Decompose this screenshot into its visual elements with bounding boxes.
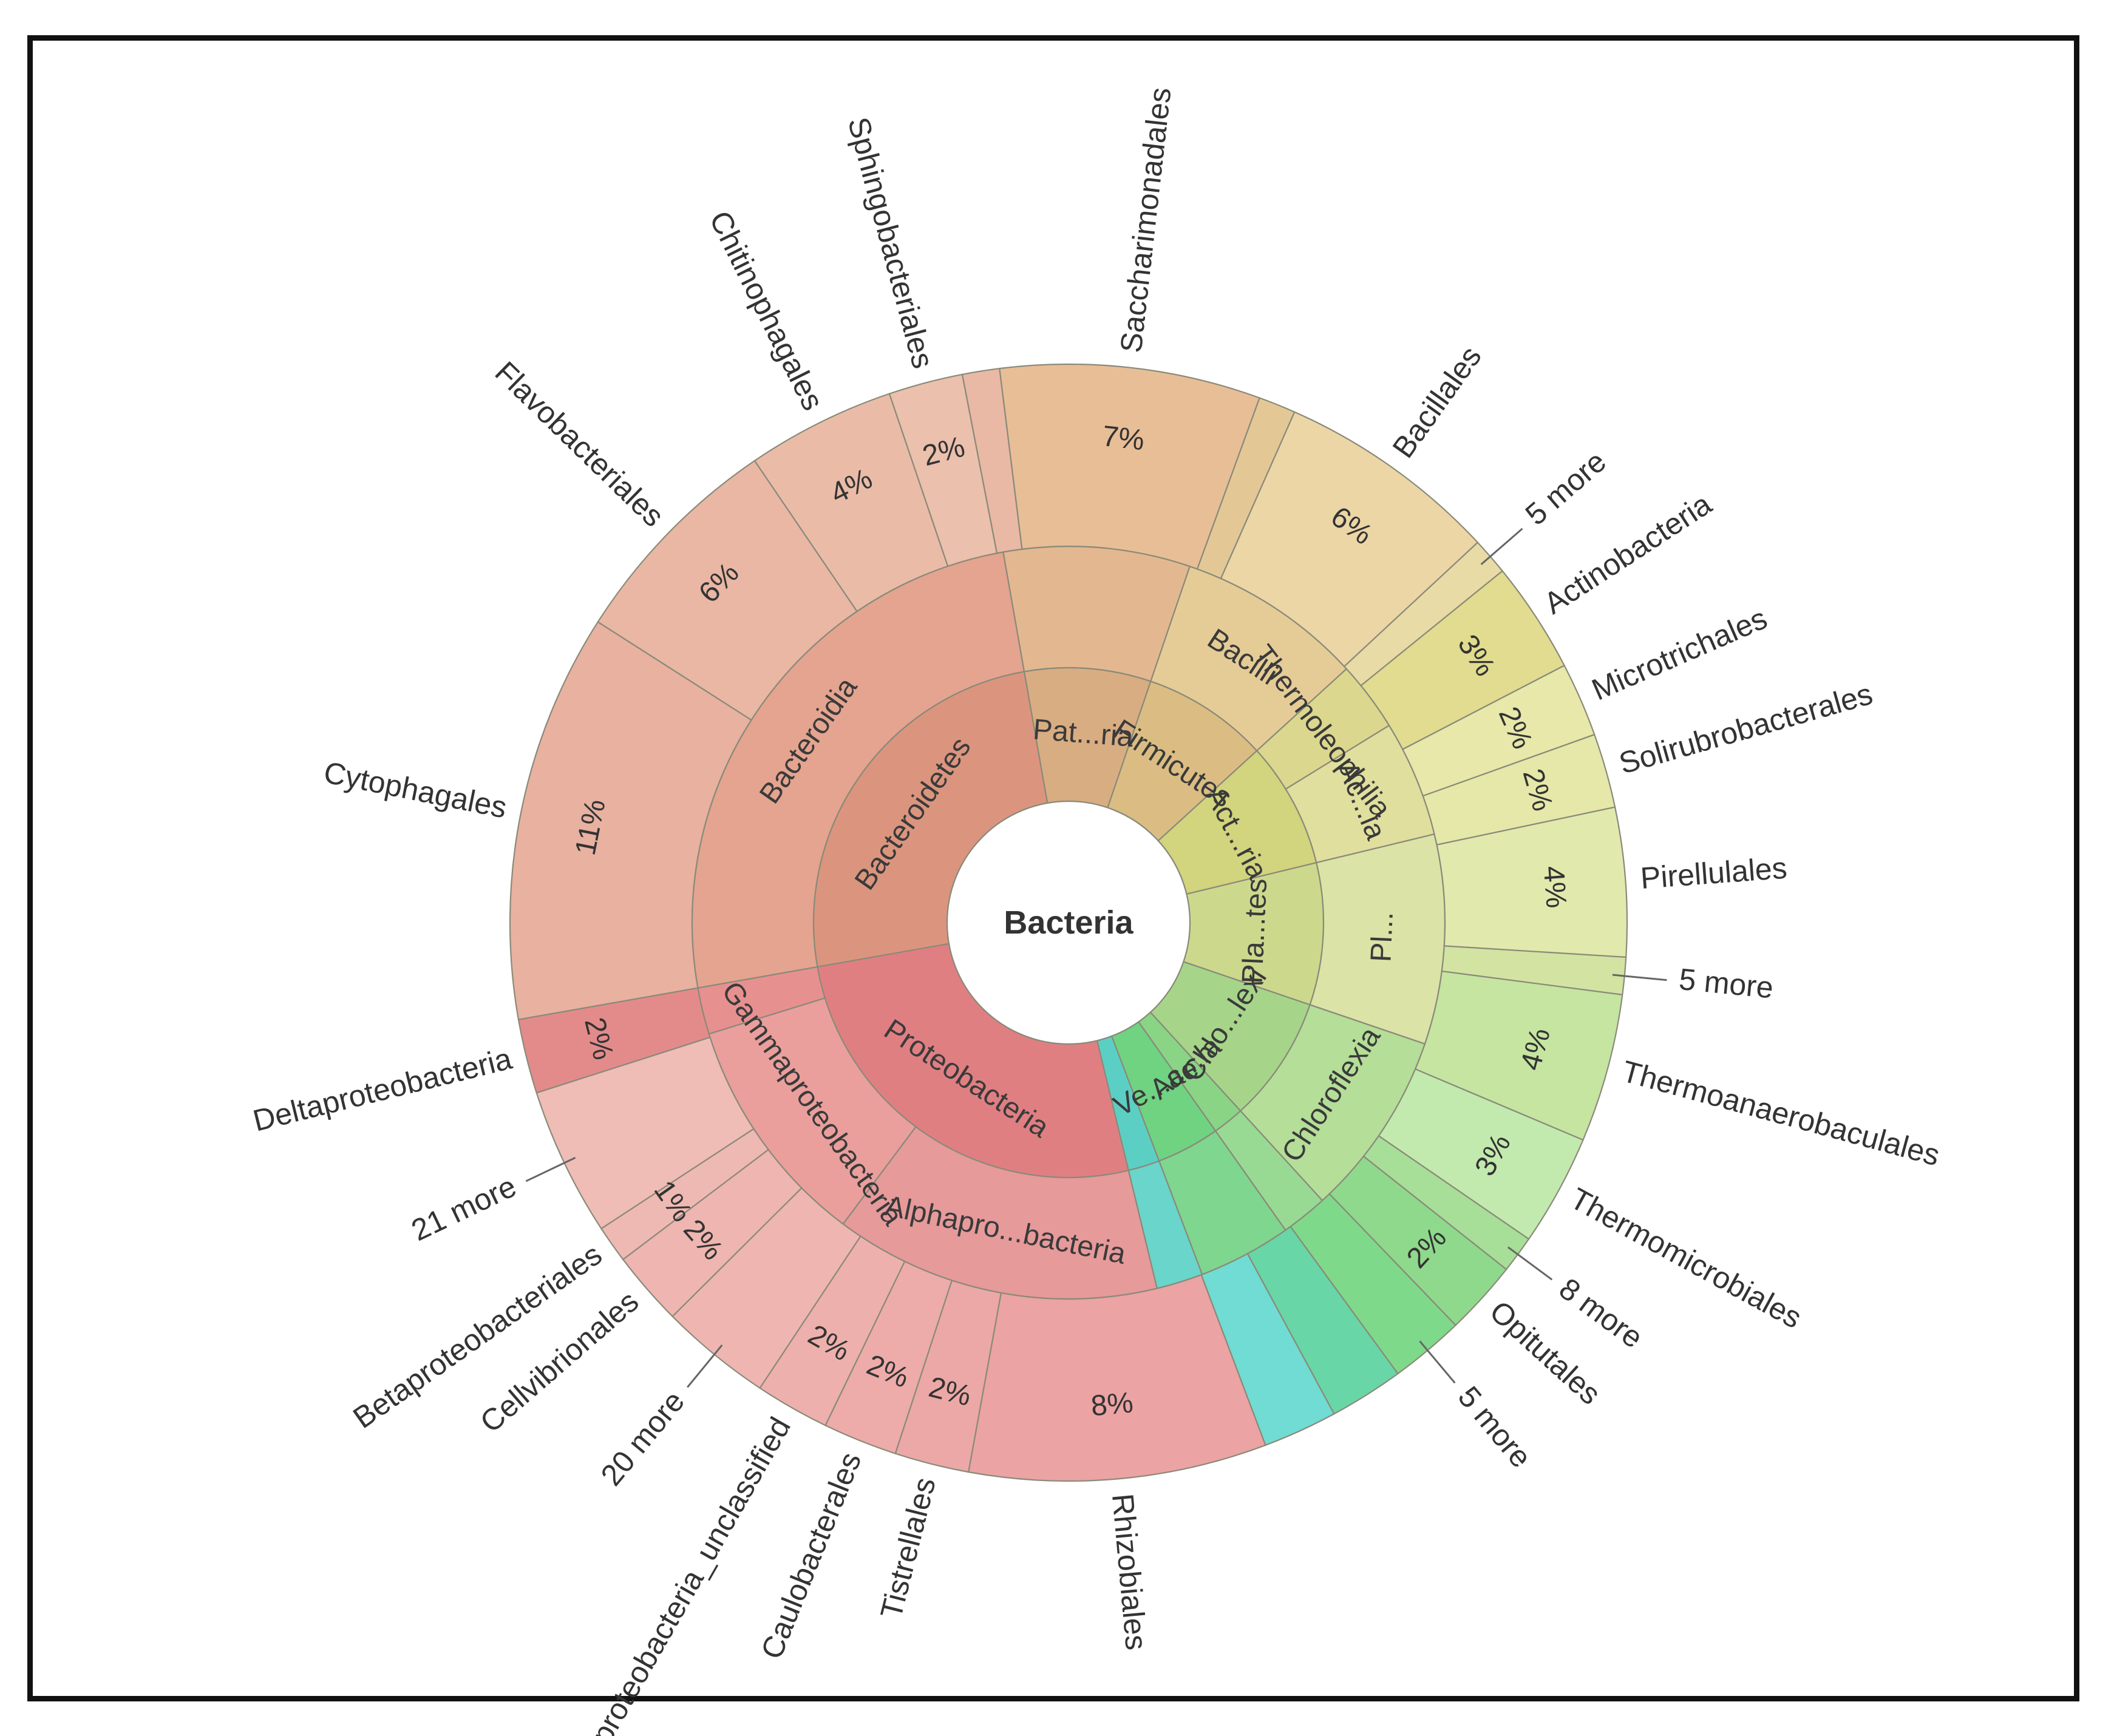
order-label-11: Solirubrobacterales xyxy=(1616,677,1877,781)
ring0-label-1: Pat...ria xyxy=(1032,713,1135,753)
leader-line-28 xyxy=(525,1156,576,1182)
leader-line-13 xyxy=(1612,974,1667,982)
order-label-28: 21 more xyxy=(406,1169,522,1247)
order-label-10: Microtrichales xyxy=(1587,601,1772,707)
order-label-13: 5 more xyxy=(1677,962,1775,1005)
ring1-label-5: Pl... xyxy=(1365,911,1399,963)
order-label-18: 5 more xyxy=(1452,1380,1538,1474)
order-label-1: Flavobacteriales xyxy=(489,355,671,534)
ring2-segment-29[interactable] xyxy=(517,987,711,1094)
order-label-22: Tistrellales xyxy=(874,1474,942,1622)
center-label: Bacteria xyxy=(1004,904,1133,941)
order-label-2: Chitinophagales xyxy=(703,206,831,416)
sunburst-rings xyxy=(509,363,1628,1482)
order-label-29: Deltaproteobacteria xyxy=(250,1042,515,1138)
leader-line-18 xyxy=(1419,1340,1456,1384)
order-label-25: 20 more xyxy=(594,1385,692,1492)
order-label-8: 5 more xyxy=(1519,444,1613,532)
ring0-label-4: Pla...tes xyxy=(1236,878,1273,985)
leader-line-25 xyxy=(687,1344,723,1388)
order-label-12: Pirellulales xyxy=(1639,851,1788,896)
order-label-3: Sphingobacteriales xyxy=(841,114,940,371)
order-label-23: Caulobacterales xyxy=(755,1448,868,1664)
center-hole xyxy=(946,800,1191,1045)
order-label-7: Bacillales xyxy=(1386,340,1488,464)
ring2-segment-0[interactable] xyxy=(509,621,753,1021)
order-label-21: Rhizobiales xyxy=(1106,1492,1154,1651)
order-label-5: Saccharimonadales xyxy=(1114,86,1178,354)
order-label-14: Thermoanaerobaculales xyxy=(1619,1054,1943,1172)
order-label-0: Cytophagales xyxy=(321,755,510,825)
leader-line-8 xyxy=(1480,527,1523,566)
order-pct-21: 8% xyxy=(1090,1386,1135,1422)
order-label-24: Alphaproteobacteria_unclassified xyxy=(546,1411,797,1736)
leader-line-16 xyxy=(1507,1246,1553,1281)
order-pct-5: 7% xyxy=(1101,420,1146,456)
order-label-16: 8 more xyxy=(1553,1272,1649,1355)
order-pct-12: 4% xyxy=(1537,865,1572,909)
